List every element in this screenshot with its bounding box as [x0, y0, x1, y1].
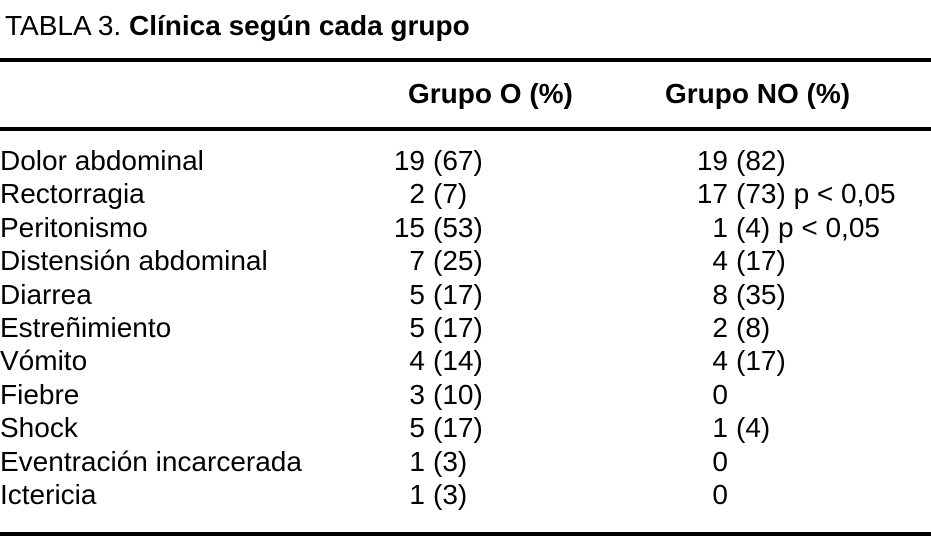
grupo-o-value: 4 (14) — [409, 345, 483, 377]
grupo-o-value: 19 (67) — [393, 145, 483, 176]
grupo-no-value: 0 — [712, 479, 728, 511]
grupo-o-value: 5 (17) — [409, 278, 483, 310]
grupo-no-value: 8 (35) — [712, 278, 786, 310]
grupo-o-value: 1 (3) — [409, 479, 468, 511]
table-number: TABLA 3. — [5, 10, 122, 41]
table-row: Distensión abdominal 7 (25) 4 (17) — [0, 244, 931, 277]
grupo-no-value: 1 (4) — [712, 412, 771, 444]
grupo-o-value: 5 (17) — [409, 312, 483, 344]
clinical-findings-table: Dolor abdominal 19 (67) 19 (82) Rectorragi… — [0, 144, 931, 511]
grupo-o-value: 1 (3) — [409, 445, 468, 477]
table-row: Rectorragia 2 (7) 17 (73) p < 0,05 — [0, 177, 931, 210]
grupo-no-value: 4 (17) — [712, 345, 786, 377]
top-rule — [0, 58, 931, 62]
grupo-no-value: 1 (4) p < 0,05 — [712, 211, 880, 243]
table-row: Dolor abdominal 19 (67) 19 (82) — [0, 144, 931, 177]
symptom-label: Shock — [0, 412, 78, 444]
table-row: Vómito 4 (14) 4 (17) — [0, 344, 931, 377]
symptom-label: Estreñimiento — [0, 312, 172, 344]
table-row: Fiebre 3 (10) 0 — [0, 378, 931, 411]
grupo-o-value: 2 (7) — [409, 178, 468, 210]
symptom-label: Ictericia — [0, 479, 97, 511]
grupo-o-value: 7 (25) — [409, 245, 483, 277]
grupo-o-value: 5 (17) — [409, 412, 483, 444]
table-caption: Clínica según cada grupo — [129, 10, 470, 41]
symptom-label: Dolor abdominal — [0, 145, 204, 176]
bottom-rule — [0, 532, 931, 537]
symptom-label: Peritonismo — [0, 211, 148, 243]
symptom-label: Fiebre — [0, 378, 80, 410]
header-rule — [0, 127, 931, 131]
table-title: TABLA 3. Clínica según cada grupo — [5, 9, 931, 43]
symptom-label: Eventración incarcerada — [0, 445, 302, 477]
symptom-label: Rectorragia — [0, 178, 145, 210]
symptom-label: Vómito — [0, 345, 88, 377]
grupo-no-value: 0 — [712, 378, 728, 410]
table-row: Estreñimiento 5 (17) 2 (8) — [0, 311, 931, 344]
table-row: Shock 5 (17) 1 (4) — [0, 411, 931, 444]
symptom-label: Diarrea — [0, 278, 92, 310]
column-header-grupo-no: Grupo NO (%) — [665, 78, 851, 109]
table-row: Ictericia 1 (3) 0 — [0, 478, 931, 511]
column-header-grupo-o: Grupo O (%) — [408, 78, 573, 109]
grupo-no-value: 2 (8) — [712, 312, 771, 344]
grupo-no-value: 17 (73) p < 0,05 — [696, 178, 896, 210]
grupo-no-value: 4 (17) — [712, 245, 786, 277]
table-row: Peritonismo 15 (53) 1 (4) p < 0,05 — [0, 211, 931, 244]
table-row: Diarrea 5 (17) 8 (35) — [0, 278, 931, 311]
table-header-row: Grupo O (%) Grupo NO (%) — [0, 62, 931, 127]
symptom-label: Distensión abdominal — [0, 245, 268, 277]
grupo-o-value: 3 (10) — [409, 378, 483, 410]
grupo-o-value: 15 (53) — [393, 211, 483, 243]
table-row: Eventración incarcerada 1 (3) 0 — [0, 445, 931, 478]
grupo-no-value: 19 (82) — [696, 145, 786, 176]
grupo-no-value: 0 — [712, 445, 728, 477]
